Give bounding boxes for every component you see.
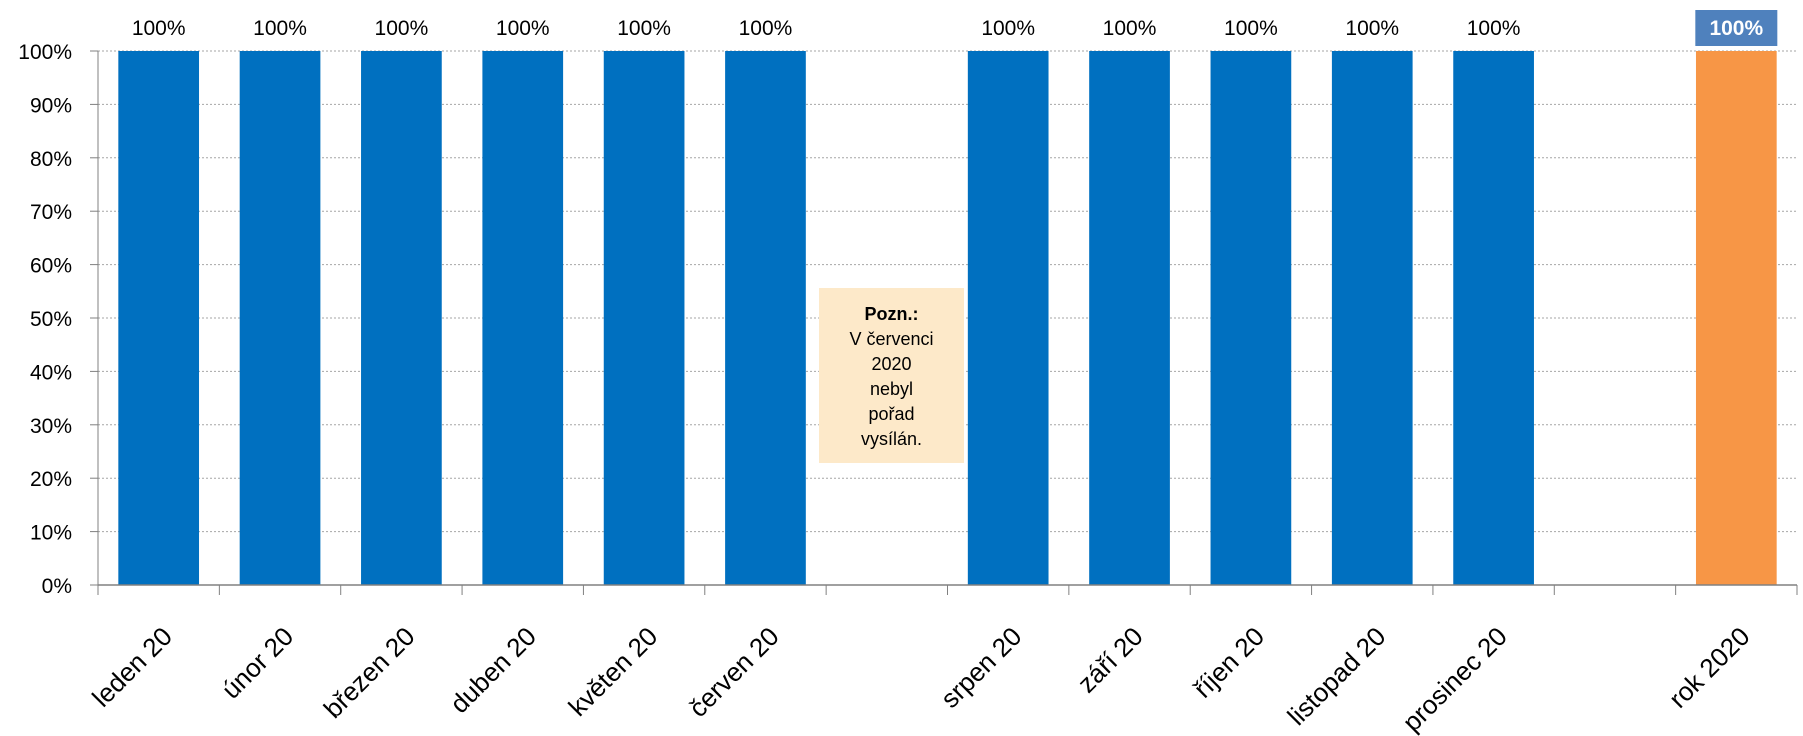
y-tick-label: 80% xyxy=(30,148,72,171)
data-label: 100% xyxy=(1345,17,1399,40)
note-title: Pozn.: xyxy=(864,304,919,324)
y-tick-label: 90% xyxy=(30,94,72,117)
data-label: 100% xyxy=(1224,17,1278,40)
y-tick-label: 20% xyxy=(30,468,72,491)
bar xyxy=(1695,51,1777,585)
y-tick-label: 70% xyxy=(30,201,72,224)
y-tick-label: 100% xyxy=(18,41,72,64)
bar xyxy=(1453,51,1534,585)
x-category-label: duben 20 xyxy=(444,621,542,719)
x-category-label: prosinec 20 xyxy=(1397,621,1513,736)
bar xyxy=(482,51,564,585)
bar xyxy=(1331,51,1413,585)
x-category-label: říjen 20 xyxy=(1188,621,1271,704)
y-tick-label: 60% xyxy=(30,255,72,278)
note-text: V červenci 2020 nebyl pořad vysílán. xyxy=(849,329,934,449)
bar xyxy=(967,51,1049,585)
data-label-background xyxy=(1695,10,1778,46)
data-label: 100% xyxy=(1709,17,1763,40)
x-category-label: listopad 20 xyxy=(1281,621,1391,731)
x-category-label: rok 2020 xyxy=(1663,621,1756,714)
y-tick-label: 30% xyxy=(30,415,72,438)
data-label: 100% xyxy=(253,17,307,40)
x-category-label: červen 20 xyxy=(683,621,785,723)
bar xyxy=(1210,51,1292,585)
y-tick-label: 40% xyxy=(30,361,72,384)
y-tick-label: 50% xyxy=(30,308,72,331)
data-label: 100% xyxy=(739,17,793,40)
x-category-label: leden 20 xyxy=(86,621,178,713)
bar xyxy=(1089,51,1170,585)
bars xyxy=(118,51,1777,585)
x-category-label: únor 20 xyxy=(216,621,300,705)
data-label: 100% xyxy=(981,17,1035,40)
y-tick-label: 0% xyxy=(42,575,72,598)
bar xyxy=(725,51,806,585)
data-label: 100% xyxy=(1103,17,1157,40)
x-category-label: září 20 xyxy=(1071,621,1148,698)
data-label: 100% xyxy=(132,17,186,40)
x-category-label: srpen 20 xyxy=(935,621,1028,714)
x-axis-labels: leden 20 únor 20 březen 20 duben 20 květen 2… xyxy=(86,621,1755,736)
bar xyxy=(361,51,442,585)
y-axis-ticks: 0% 10% 20% 30% 40% 50% 60% 70% 80% 90% 100% xyxy=(18,41,72,598)
x-category-label: květen 20 xyxy=(562,621,663,722)
data-labels: 100% 100% 100% 100% 100% 100% 100% 100% 100% 100%… xyxy=(132,10,1778,46)
x-category-label: březen 20 xyxy=(318,621,421,724)
data-label: 100% xyxy=(496,17,550,40)
y-tick-label: 10% xyxy=(30,522,72,545)
data-label: 100% xyxy=(375,17,429,40)
bar xyxy=(239,51,321,585)
bar xyxy=(603,51,685,585)
note-box: Pozn.: V červenci 2020 nebyl pořad vysíl… xyxy=(819,288,964,463)
data-label: 100% xyxy=(617,17,671,40)
data-label: 100% xyxy=(1467,17,1521,40)
bar xyxy=(118,51,200,585)
axes xyxy=(90,50,1798,595)
